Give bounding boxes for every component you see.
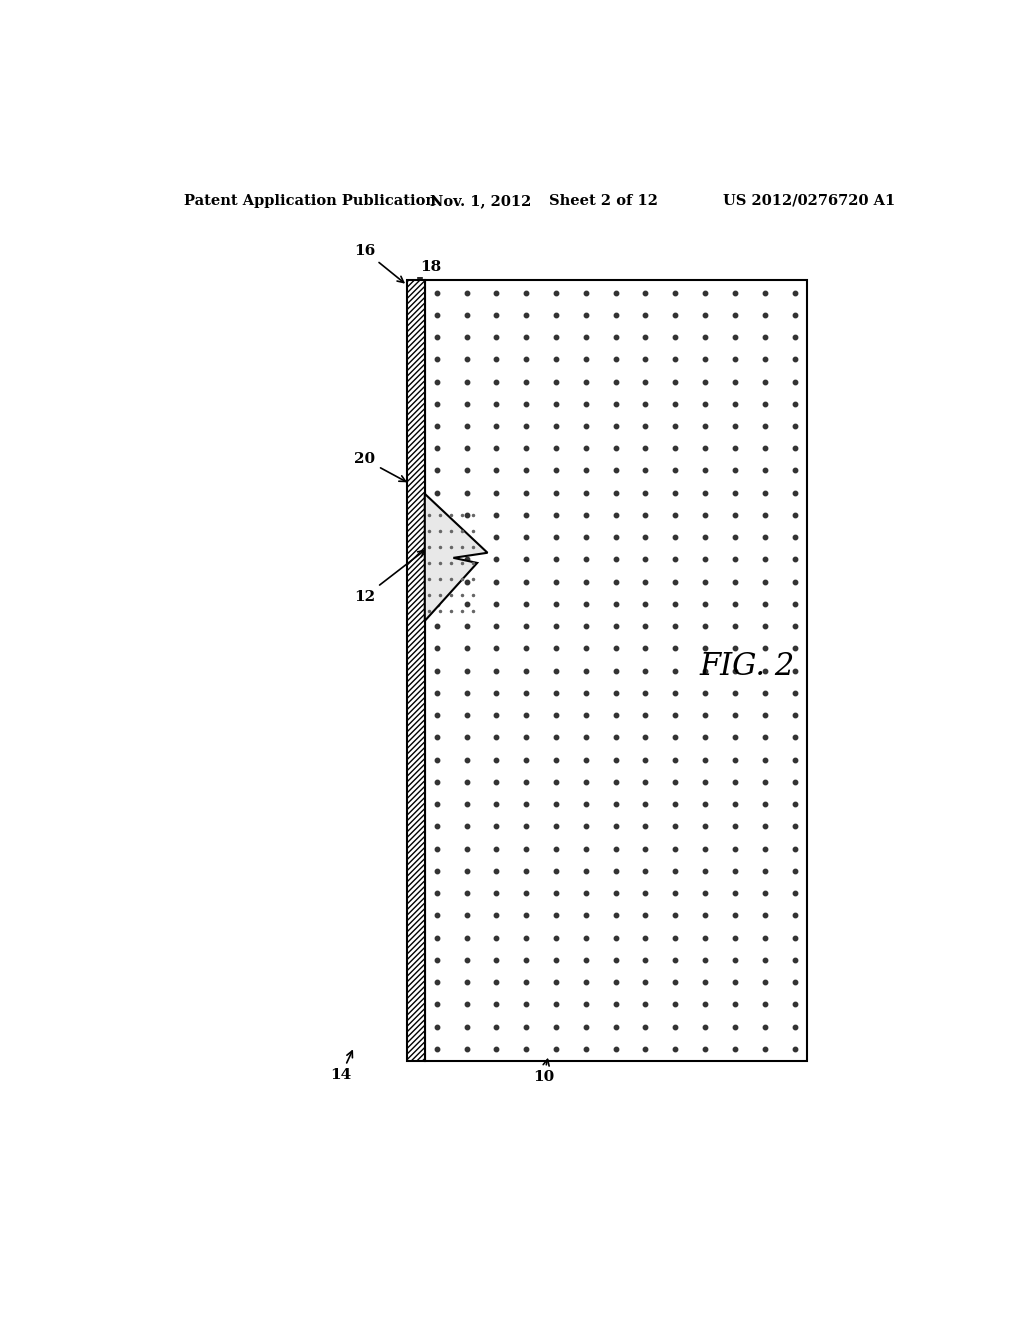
Text: Nov. 1, 2012: Nov. 1, 2012 xyxy=(430,194,530,209)
Text: 20: 20 xyxy=(354,453,406,482)
Text: Sheet 2 of 12: Sheet 2 of 12 xyxy=(549,194,657,209)
Text: 10: 10 xyxy=(532,1060,554,1084)
Polygon shape xyxy=(425,494,487,620)
Text: 14: 14 xyxy=(331,1051,352,1082)
Text: 12: 12 xyxy=(354,550,424,603)
Text: US 2012/0276720 A1: US 2012/0276720 A1 xyxy=(723,194,895,209)
Text: Patent Application Publication: Patent Application Publication xyxy=(183,194,435,209)
Text: 18: 18 xyxy=(420,260,441,275)
Text: FIG. 2: FIG. 2 xyxy=(699,651,795,682)
Text: 16: 16 xyxy=(354,244,403,282)
Bar xyxy=(425,280,807,1061)
Bar xyxy=(408,280,425,1061)
